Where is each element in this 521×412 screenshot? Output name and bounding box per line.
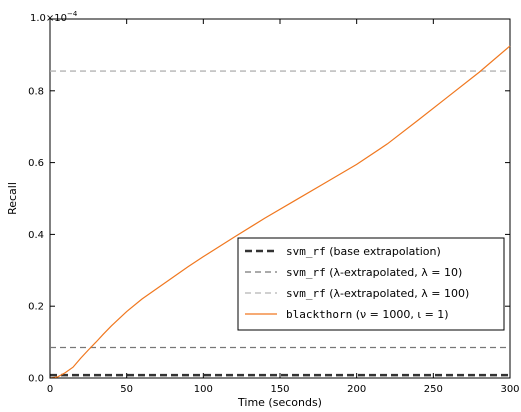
series-layer: [49, 45, 511, 379]
x-axis-label: Time (seconds): [237, 396, 322, 409]
x-tick-label: 250: [424, 384, 443, 395]
legend-label-1: svm_rf (λ-extrapolated, λ = 10): [286, 266, 462, 279]
ticks-layer: 0 50 100 150 200 250 300 0.0 0.2 0.4 0.6 0.8: [28, 19, 520, 395]
legend-series-code: svm_rf: [286, 287, 326, 300]
x-tick-label: 50: [120, 384, 133, 395]
y-exponent-power: −4: [67, 10, 78, 18]
legend-label-0: svm_rf (base extrapolation): [286, 245, 441, 258]
x-tick-label: 300: [500, 384, 519, 395]
y-exponent-base: 1.0×10: [30, 13, 67, 24]
legend-label-3: blackthorn (ν = 1000, ι = 1): [286, 308, 449, 321]
y-tick-label: 0.0: [28, 374, 44, 385]
x-tick-label: 150: [270, 384, 289, 395]
y-tick-label: 0.8: [28, 86, 44, 97]
y-tick-label: 0.6: [28, 158, 44, 169]
legend-series-code: svm_rf: [286, 245, 326, 258]
y-exponent-label: 1.0×10−4: [30, 10, 78, 24]
x-tick-label: 0: [47, 384, 53, 395]
legend-series-desc: (λ-extrapolated, λ = 100): [326, 287, 470, 300]
legend-series-desc: (ν = 1000, ι = 1): [352, 308, 448, 321]
legend-label-2: svm_rf (λ-extrapolated, λ = 100): [286, 287, 469, 300]
legend-series-code: blackthorn: [286, 308, 352, 321]
x-tick-label: 100: [194, 384, 213, 395]
legend-box: [237, 237, 505, 331]
series-line-3: [49, 45, 511, 379]
legend-items: svm_rf (base extrapolation)svm_rf (λ-ext…: [245, 245, 469, 321]
legend-series-code: svm_rf: [286, 266, 326, 279]
y-tick-label: 0.2: [28, 302, 44, 313]
y-tick-label: 0.4: [28, 230, 44, 241]
legend: svm_rf (base extrapolation)svm_rf (λ-ext…: [237, 237, 505, 331]
x-tick-label: 200: [347, 384, 366, 395]
legend-series-desc: (base extrapolation): [326, 245, 441, 258]
legend-series-desc: (λ-extrapolated, λ = 10): [326, 266, 463, 279]
y-axis-label: Recall: [6, 182, 19, 215]
